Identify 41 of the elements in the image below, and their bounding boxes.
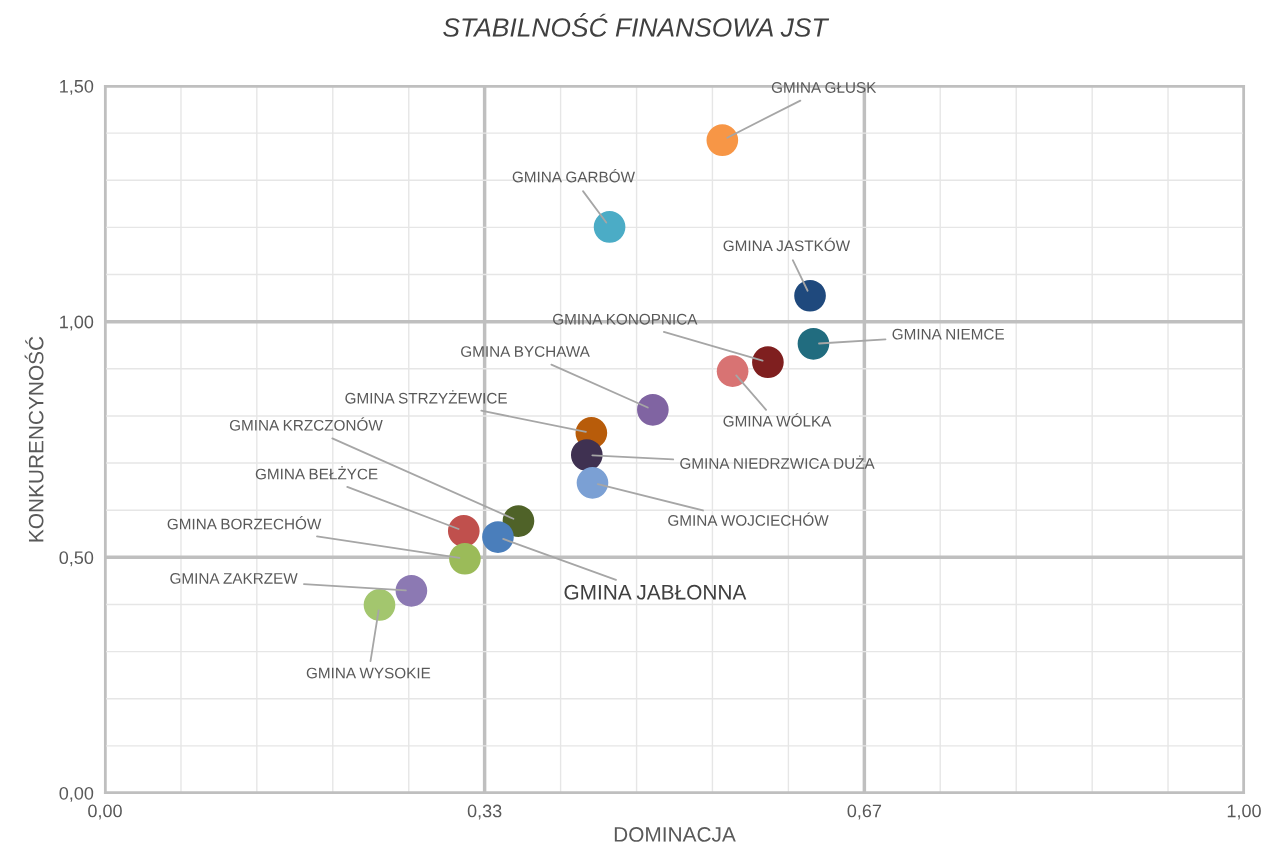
- x-tick-label: 0,67: [847, 804, 882, 820]
- point: [395, 574, 428, 607]
- text: GMINA BYCHAWA: [461, 346, 590, 357]
- text: GMINA BEŁŻYCE: [255, 466, 378, 480]
- text: GMINA ZAKRZEW: [170, 572, 298, 584]
- point: [716, 355, 749, 387]
- x-tick-label: 0,00: [88, 804, 122, 820]
- point: [593, 211, 626, 243]
- point: [363, 589, 396, 621]
- y-tick-label: 0,00: [59, 786, 94, 802]
- point: [794, 279, 826, 312]
- text: GMINA KRZCZONÓW: [229, 417, 383, 431]
- text: GMINA JASTKÓW: [723, 237, 851, 252]
- text: GMINA STRZYŻEWICE: [345, 390, 507, 404]
- text: GMINA JABŁONNA: [564, 584, 747, 600]
- point: [576, 467, 609, 499]
- y-tick-label: 0,50: [59, 551, 94, 567]
- text: GMINA GŁUSK: [771, 82, 877, 93]
- y-tick-label: 1,50: [60, 79, 94, 95]
- point: [706, 124, 739, 157]
- x-axis-title: DOMINACJA: [614, 827, 736, 842]
- text: GMINA KONOPNICA: [553, 313, 698, 325]
- chart-title: STABILNOŚĆ FINANSOWA JST: [443, 12, 830, 37]
- text: GMINA NIEDRZWICA DUŻA: [680, 455, 875, 469]
- x-tick-label: 0,33: [467, 804, 502, 820]
- point: [449, 542, 481, 575]
- text: GMINA NIEMCE: [892, 328, 1004, 340]
- series-label: GMINA WÓLKA: [723, 413, 832, 427]
- point: [797, 327, 830, 360]
- text: GMINA WOJCIECHÓW: [668, 512, 829, 526]
- text: GMINA WYSOKIE: [306, 667, 431, 679]
- point: [570, 439, 603, 471]
- y-axis-title: KONKURENCYNOŚĆ: [24, 336, 44, 542]
- x-tick-label: 1,00: [1227, 804, 1261, 820]
- point: [752, 346, 784, 379]
- text: GMINA BORZECHÓW: [167, 516, 322, 530]
- text: GMINA GARBÓW: [512, 169, 635, 183]
- point: [447, 515, 480, 547]
- point: [482, 521, 514, 553]
- y-tick-label: 1,00: [60, 315, 94, 331]
- point: [637, 393, 669, 426]
